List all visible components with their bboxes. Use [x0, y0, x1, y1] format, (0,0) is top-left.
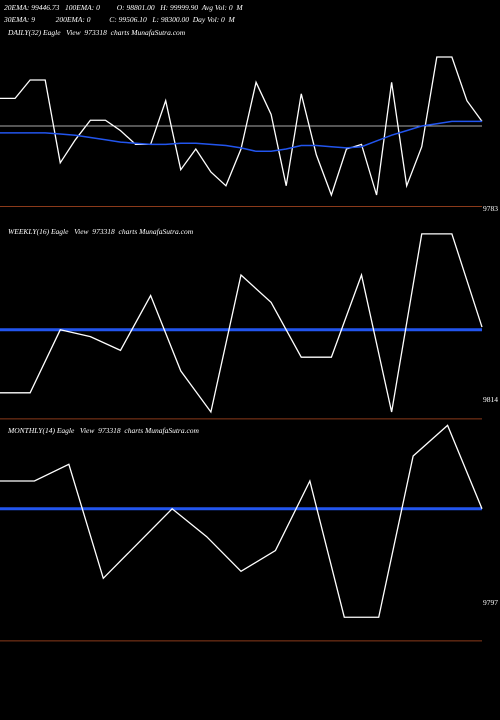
daily-series-line-1: [0, 120, 482, 153]
monthly-axis-label: 9797: [483, 598, 498, 607]
indicator-header: 20EMA: 99446.73 100EMA: 0 O: 98801.00 H:…: [4, 2, 243, 26]
monthly-panel-label: MONTHLY(14) Eagle View 973318 charts Mun…: [8, 426, 199, 435]
daily-panel-label: DAILY(32) Eagle View 973318 charts Munaf…: [8, 28, 186, 37]
header-line-2: 30EMA: 9 200EMA: 0 C: 99506.10 L: 98300.…: [4, 15, 235, 24]
monthly-series-line-0: [0, 424, 483, 618]
daily-series-line-0: [0, 56, 483, 197]
weekly-axis-label: 9814: [483, 395, 498, 404]
weekly-series-line-0: [0, 233, 483, 414]
header-line-1: 20EMA: 99446.73 100EMA: 0 O: 98801.00 H:…: [4, 3, 243, 12]
daily-axis-label: 9783: [483, 204, 498, 213]
weekly-panel-label: WEEKLY(16) Eagle View 973318 charts Muna…: [8, 227, 194, 236]
